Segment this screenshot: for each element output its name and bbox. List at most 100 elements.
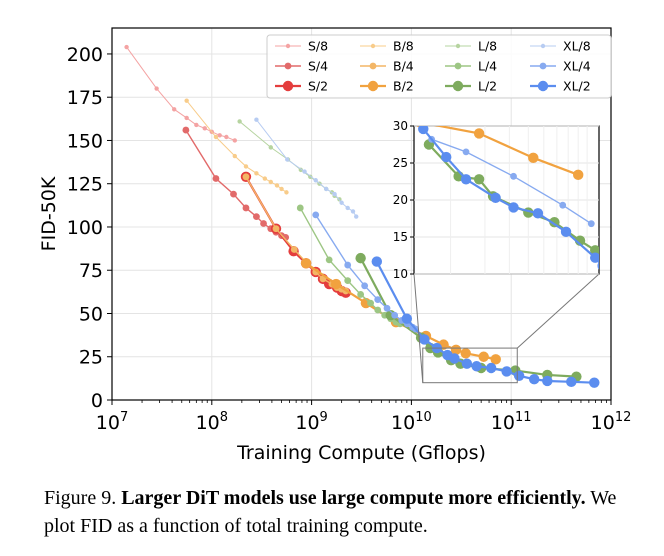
inset-point-xl-2 (418, 126, 429, 135)
zoom-region-indicator (413, 273, 600, 384)
data-point-xl-2 (528, 374, 540, 385)
legend-marker (369, 62, 377, 70)
data-point-b-8 (284, 190, 289, 195)
data-point-b-4 (272, 225, 280, 233)
data-point-b-2 (478, 351, 489, 362)
data-point-b-8 (232, 153, 237, 159)
data-point-b-2 (330, 278, 342, 290)
inset-point-b-2 (572, 169, 584, 181)
inset-y-tick-label: 20 (393, 193, 408, 207)
inset-point-xl-2 (532, 208, 544, 219)
data-point-b-8 (279, 186, 284, 192)
series-b-8 (184, 98, 289, 195)
legend-item-xl-4: XL/4 (530, 59, 591, 74)
legend-label: L/8 (478, 39, 497, 54)
series-s-8 (124, 44, 237, 143)
data-point-xl-2 (371, 256, 382, 267)
series-s-2 (240, 171, 351, 298)
caption-figure-label: Figure 9. (44, 487, 117, 509)
x-tick-label: 1010 (391, 410, 432, 434)
inset-point-xl-2 (490, 192, 501, 203)
data-point-xl-8 (339, 200, 344, 205)
data-point-xl-4 (374, 296, 382, 304)
x-tick-label: 109 (295, 410, 327, 434)
series-xl-8 (254, 117, 359, 219)
legend-label: S/2 (308, 79, 328, 94)
data-point-xl-2 (542, 375, 553, 387)
data-point-xl-2 (471, 361, 482, 372)
inset-point-xl-2 (508, 202, 519, 213)
legend-label: XL/8 (563, 39, 591, 54)
data-point-xl-8 (302, 169, 307, 174)
data-point-xl-4 (361, 282, 369, 290)
y-axis-label: FID-50K (38, 176, 60, 251)
data-point-xl-2 (485, 362, 497, 374)
y-tick-label: 175 (67, 87, 103, 109)
legend-item-xl-8: XL/8 (530, 39, 591, 54)
legend-item-l-8: L/8 (445, 39, 497, 54)
inset-point-xl-4 (587, 220, 595, 228)
data-point-s-8 (154, 86, 159, 91)
inset-point-xl-4 (559, 201, 567, 209)
data-point-xl-8 (323, 186, 329, 192)
data-point-l-4 (325, 256, 333, 264)
x-tick-label: 1011 (491, 410, 532, 434)
data-point-xl-4 (344, 261, 352, 269)
legend-label: L/4 (478, 59, 497, 74)
data-point-l-2 (355, 252, 366, 264)
legend-frame (266, 34, 612, 99)
legend-item-b-8: B/8 (360, 39, 414, 54)
series-line-b-2 (305, 262, 496, 361)
legend-label: B/4 (393, 59, 414, 74)
data-point-s-4 (182, 126, 190, 134)
series-line-b-8 (186, 100, 287, 193)
data-point-xl-2 (419, 334, 430, 345)
x-tick-label: 1012 (591, 410, 632, 434)
data-point-b-2 (300, 258, 312, 269)
data-point-b-8 (243, 164, 249, 169)
caption-text: We plot FID as a function of total train… (44, 487, 617, 537)
data-point-xl-8 (332, 191, 337, 197)
inset-zoom-chart: 10 15 20 25 30 (393, 119, 600, 281)
data-point-s-8 (184, 115, 189, 121)
series-line-s-8 (126, 46, 235, 141)
data-point-b-8 (274, 183, 280, 188)
caption-bold-text: Larger DiT models use large compute more… (121, 487, 586, 509)
y-tick-label: 125 (67, 174, 103, 196)
data-point-xl-2 (513, 370, 525, 381)
data-point-s-8 (202, 126, 207, 131)
data-point-s-8 (172, 107, 177, 112)
data-point-b-4 (290, 246, 298, 253)
inset-y-tick-label: 30 (393, 119, 408, 133)
x-tick-label: 108 (196, 410, 228, 434)
legend-marker (452, 80, 464, 92)
legend-label: B/2 (393, 79, 414, 94)
data-point-l-4 (374, 306, 382, 314)
data-point-s-8 (224, 134, 229, 140)
data-point-b-8 (254, 171, 259, 176)
x-tick-label: 107 (96, 410, 128, 434)
data-point-xl-2 (501, 366, 512, 377)
legend: S/8 S/4 S/2 B/8 B/4 B/2 L/8 L/4 L/2 XL/8 XL/4 XL/2 (266, 34, 612, 99)
legend-item-l-2: L/2 (445, 79, 497, 94)
data-point-b-8 (262, 176, 268, 181)
legend-item-s-8: S/8 (275, 39, 328, 54)
legend-marker (367, 80, 379, 92)
data-point-s-4 (230, 190, 237, 198)
figure: 107 108 109 1010 1011 1012 0 25 50 75 100 125 150 17… (38, 27, 632, 464)
plot-area (111, 27, 612, 401)
inset-point-b-2 (528, 152, 539, 164)
data-point-b-2 (490, 354, 501, 365)
data-point-b-2 (460, 348, 471, 359)
zoom-box (422, 347, 518, 384)
data-point-s-4 (253, 213, 260, 220)
legend-label: S/8 (308, 39, 328, 54)
x-axis: 107 108 109 1010 1011 1012 (96, 400, 632, 434)
data-point-xl-8 (350, 209, 356, 214)
inset-y-tick-label: 10 (393, 267, 408, 281)
data-point-xl-4 (383, 304, 391, 312)
legend-item-l-4: L/4 (445, 59, 497, 74)
legend-label: XL/4 (563, 59, 591, 74)
inset-point-xl-2 (590, 252, 599, 263)
data-point-xl-2 (589, 377, 600, 388)
